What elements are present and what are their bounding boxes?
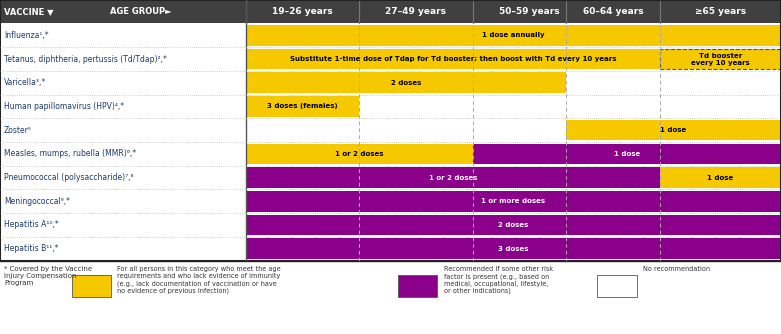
Bar (246, 167, 660, 188)
Text: 1 or 2 doses: 1 or 2 doses (335, 151, 383, 157)
Text: 3 doses: 3 doses (498, 246, 529, 252)
Bar (246, 144, 473, 164)
Text: Hepatitis B¹¹,*: Hepatitis B¹¹,* (4, 244, 59, 253)
Bar (0, 0, 781, 23)
Bar (660, 49, 781, 69)
Bar (72, 275, 111, 297)
Text: 19–26 years: 19–26 years (273, 7, 333, 16)
Text: Hepatitis A¹⁰,*: Hepatitis A¹⁰,* (4, 220, 59, 229)
Text: 2 doses: 2 doses (498, 222, 529, 228)
Text: * Covered by the Vaccine
Injury Compensation
Program: * Covered by the Vaccine Injury Compensa… (4, 267, 92, 286)
Text: Pneumococcal (polysaccharide)⁷,⁸: Pneumococcal (polysaccharide)⁷,⁸ (4, 173, 134, 182)
Text: 1 dose: 1 dose (661, 127, 686, 133)
Text: Measles, mumps, rubella (MMR)⁶,*: Measles, mumps, rubella (MMR)⁶,* (4, 149, 136, 158)
Text: Tetanus, diphtheria, pertussis (Td/Tdap)²,*: Tetanus, diphtheria, pertussis (Td/Tdap)… (4, 54, 167, 63)
Bar (660, 167, 781, 188)
Bar (660, 49, 781, 69)
Text: Zoster⁵: Zoster⁵ (4, 126, 32, 135)
Text: VACCINE ▼: VACCINE ▼ (4, 7, 54, 16)
Text: 1 dose annually: 1 dose annually (482, 32, 545, 38)
Text: 50–59 years: 50–59 years (499, 7, 559, 16)
Bar (246, 72, 566, 93)
Text: Varicella³,*: Varicella³,* (4, 78, 46, 87)
Text: 1 or more doses: 1 or more doses (481, 198, 546, 204)
Bar (597, 275, 637, 297)
Text: Td booster
every 10 years: Td booster every 10 years (691, 52, 750, 65)
Text: ≥65 years: ≥65 years (695, 7, 746, 16)
Bar (246, 215, 781, 235)
Text: Influenza¹,*: Influenza¹,* (4, 31, 48, 40)
Text: AGE GROUP►: AGE GROUP► (110, 7, 171, 16)
Bar (246, 238, 781, 259)
Text: 3 doses (females): 3 doses (females) (267, 104, 338, 110)
Text: Meningococcal⁹,*: Meningococcal⁹,* (4, 197, 70, 206)
Text: 1 dose: 1 dose (614, 151, 640, 157)
Text: No recommendation: No recommendation (643, 267, 710, 273)
Text: 2 doses: 2 doses (391, 80, 421, 86)
Bar (473, 144, 781, 164)
Text: 27–49 years: 27–49 years (385, 7, 447, 16)
Bar (246, 96, 359, 117)
Bar (246, 25, 781, 45)
Bar (566, 120, 781, 140)
Text: For all persons in this category who meet the age
requirements and who lack evid: For all persons in this category who mee… (117, 267, 281, 294)
Text: Recommended if some other risk
factor is present (e.g., based on
medical, occupa: Recommended if some other risk factor is… (444, 267, 553, 294)
Bar (246, 191, 781, 211)
Bar (246, 49, 660, 69)
Text: Human papillomavirus (HPV)⁴,*: Human papillomavirus (HPV)⁴,* (4, 102, 124, 111)
Bar (398, 275, 437, 297)
Text: 1 dose: 1 dose (708, 175, 733, 181)
Text: 1 or 2 doses: 1 or 2 doses (429, 175, 477, 181)
Text: 60–64 years: 60–64 years (583, 7, 644, 16)
Text: Substitute 1-time dose of Tdap for Td booster; then boost with Td every 10 years: Substitute 1-time dose of Tdap for Td bo… (290, 56, 616, 62)
